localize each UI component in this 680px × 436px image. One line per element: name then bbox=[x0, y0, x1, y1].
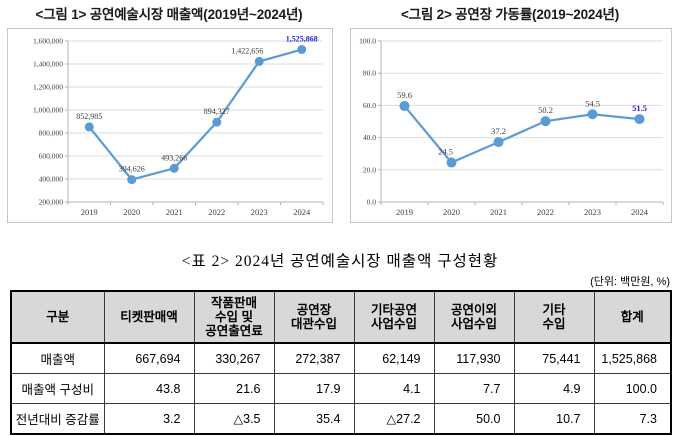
table-cell: 21.6 bbox=[193, 373, 275, 404]
svg-text:2023: 2023 bbox=[584, 207, 601, 217]
svg-text:200,000: 200,000 bbox=[39, 198, 64, 207]
table-cell: 4.1 bbox=[353, 373, 435, 404]
svg-text:80.0: 80.0 bbox=[363, 69, 376, 78]
column-header: 작품판매 수입 및 공연출연료 bbox=[193, 290, 275, 344]
figure1-chart: 200,000 400,000 600,000 800,000 1,000,000 1,2… bbox=[7, 28, 333, 223]
figure1-line-chart: 200,000 400,000 600,000 800,000 1,000,000 1,2… bbox=[33, 35, 324, 218]
svg-text:0.0: 0.0 bbox=[367, 198, 377, 207]
svg-text:394,626: 394,626 bbox=[119, 165, 145, 174]
table-row: 전년대비 증감률 3.2 △3.5 35.4 △27.2 50.0 10.7 7… bbox=[10, 403, 672, 435]
column-header: 티켓판매액 bbox=[103, 290, 195, 344]
svg-text:2021: 2021 bbox=[166, 207, 183, 217]
table-cell: 4.9 bbox=[513, 373, 595, 404]
revenue-composition-table: 구분 티켓판매액 작품판매 수입 및 공연출연료 공연장 대관수입 기타공연 사… bbox=[10, 290, 672, 435]
table-title: <표 2> 2024년 공연예술시장 매출액 구성현황 bbox=[181, 253, 499, 270]
data-point-markers bbox=[399, 101, 645, 168]
table-cell: 10.7 bbox=[513, 403, 595, 435]
svg-text:20.0: 20.0 bbox=[363, 165, 376, 174]
svg-text:37.2: 37.2 bbox=[491, 126, 506, 136]
table-cell: 667,694 bbox=[103, 342, 195, 374]
svg-text:2020: 2020 bbox=[443, 207, 460, 217]
figure2-title: <그림 2> 공연장 가동률(2019~2024년) bbox=[400, 7, 620, 22]
svg-text:2022: 2022 bbox=[208, 207, 225, 217]
table-header-row: 구분 티켓판매액 작품판매 수입 및 공연출연료 공연장 대관수입 기타공연 사… bbox=[10, 290, 672, 344]
table-cell: 3.2 bbox=[103, 403, 195, 435]
table-cell: 1,525,868 bbox=[593, 342, 672, 374]
y-gridlines bbox=[381, 40, 663, 171]
table-cell: 7.3 bbox=[593, 403, 672, 435]
table-cell: 62,149 bbox=[353, 342, 435, 374]
svg-text:1,000,000: 1,000,000 bbox=[33, 106, 63, 115]
figure2-line-chart: 0.0 20.0 40.0 60.0 80.0 100.0 2019 2020 2021 2022… bbox=[359, 37, 664, 218]
svg-text:1,200,000: 1,200,000 bbox=[33, 83, 63, 92]
svg-text:400,000: 400,000 bbox=[39, 175, 64, 184]
table-row: 매출액 구성비 43.8 21.6 17.9 4.1 7.7 4.9 100.0 bbox=[10, 373, 672, 404]
svg-text:59.6: 59.6 bbox=[397, 90, 412, 100]
data-labels: 59.6 24.5 37.2 50.2 54.5 51.5 bbox=[397, 90, 647, 157]
svg-text:1,600,000: 1,600,000 bbox=[33, 37, 63, 46]
svg-text:2022: 2022 bbox=[537, 207, 554, 217]
column-header: 기타 수입 bbox=[513, 290, 595, 344]
axes-and-ticks bbox=[65, 40, 324, 205]
series-line bbox=[403, 105, 640, 164]
table-cell: 330,267 bbox=[193, 342, 275, 374]
table-cell: 43.8 bbox=[103, 373, 195, 404]
table-cell: 272,387 bbox=[273, 342, 355, 374]
svg-text:2023: 2023 bbox=[251, 207, 268, 217]
row-label: 매출액 구성비 bbox=[10, 373, 105, 404]
table-cell: △3.5 bbox=[193, 403, 275, 435]
svg-text:1,422,656: 1,422,656 bbox=[231, 46, 263, 55]
svg-text:852,985: 852,985 bbox=[76, 112, 102, 121]
table-cell: 100.0 bbox=[593, 373, 672, 404]
y-gridlines bbox=[68, 40, 323, 180]
column-header: 구분 bbox=[10, 290, 105, 344]
svg-text:2020: 2020 bbox=[123, 207, 140, 217]
svg-text:1,525,868: 1,525,868 bbox=[286, 35, 318, 44]
svg-text:40.0: 40.0 bbox=[363, 133, 376, 142]
series-line bbox=[88, 48, 303, 181]
svg-text:2024: 2024 bbox=[631, 207, 649, 217]
row-label: 전년대비 증감률 bbox=[10, 403, 105, 435]
svg-text:60.0: 60.0 bbox=[363, 101, 376, 110]
axis-tick-labels: 0.0 20.0 40.0 60.0 80.0 100.0 2019 2020 2021 2022… bbox=[359, 37, 649, 218]
svg-text:2019: 2019 bbox=[81, 207, 98, 217]
data-labels: 852,985 394,626 493,266 894,327 1,422,656 1,5… bbox=[76, 35, 318, 174]
svg-text:2021: 2021 bbox=[490, 207, 507, 217]
svg-text:2024: 2024 bbox=[293, 207, 311, 217]
svg-text:50.2: 50.2 bbox=[538, 105, 553, 115]
table-row: 매출액 667,694 330,267 272,387 62,149 117,9… bbox=[10, 342, 672, 374]
table-cell: 35.4 bbox=[273, 403, 355, 435]
svg-text:894,327: 894,327 bbox=[204, 107, 230, 116]
table-cell: 17.9 bbox=[273, 373, 355, 404]
table-cell: 50.0 bbox=[433, 403, 515, 435]
table-cell: 75,441 bbox=[513, 342, 595, 374]
column-header: 공연장 대관수입 bbox=[273, 290, 355, 344]
table-cell: 7.7 bbox=[433, 373, 515, 404]
svg-text:1,400,000: 1,400,000 bbox=[33, 60, 63, 69]
table-cell: △27.2 bbox=[353, 403, 435, 435]
svg-text:100.0: 100.0 bbox=[359, 37, 376, 46]
axis-tick-labels: 200,000 400,000 600,000 800,000 1,000,000 1,2… bbox=[33, 37, 311, 218]
axes-and-ticks bbox=[378, 40, 664, 205]
row-label: 매출액 bbox=[10, 342, 105, 374]
svg-text:2019: 2019 bbox=[396, 207, 413, 217]
svg-text:800,000: 800,000 bbox=[39, 129, 64, 138]
svg-text:493,266: 493,266 bbox=[161, 153, 187, 162]
svg-text:600,000: 600,000 bbox=[39, 152, 64, 161]
figure2-chart: 0.0 20.0 40.0 60.0 80.0 100.0 2019 2020 2021 2022… bbox=[350, 28, 672, 223]
column-header: 기타공연 사업수입 bbox=[353, 290, 435, 344]
svg-text:24.5: 24.5 bbox=[438, 147, 453, 157]
table-cell: 117,930 bbox=[433, 342, 515, 374]
figure1-title: <그림 1> 공연예술시장 매출액(2019년~2024년) bbox=[35, 7, 303, 22]
table-unit-note: (단위: 백만원, %) bbox=[590, 276, 670, 288]
column-header: 공연이외 사업수입 bbox=[433, 290, 515, 344]
column-header: 합계 bbox=[593, 290, 672, 344]
svg-text:51.5: 51.5 bbox=[632, 103, 647, 113]
svg-text:54.5: 54.5 bbox=[585, 98, 600, 108]
data-point-markers bbox=[84, 45, 307, 185]
